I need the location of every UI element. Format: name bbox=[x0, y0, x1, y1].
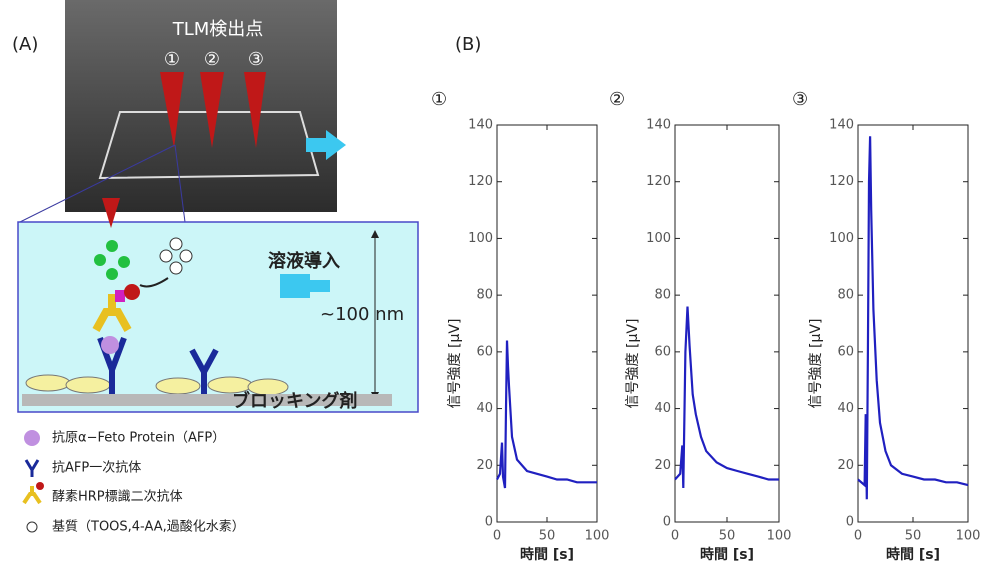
y-tick-label: 120 bbox=[468, 174, 493, 189]
legend-label: 抗原α−Feto Protein（AFP） bbox=[52, 431, 225, 446]
y-tick-label: 0 bbox=[663, 515, 671, 530]
x-tick-label: 0 bbox=[671, 529, 679, 544]
point-label: ③ bbox=[248, 49, 264, 70]
y-tick-label: 140 bbox=[829, 118, 854, 133]
reaction-arrow bbox=[139, 277, 169, 288]
x-tick-label: 100 bbox=[767, 529, 792, 544]
substrate bbox=[159, 249, 173, 263]
panel-label: (B) bbox=[455, 34, 481, 55]
secondary-antibody bbox=[92, 294, 132, 332]
laser bbox=[244, 72, 266, 148]
laser bbox=[200, 72, 224, 148]
height-label: ~100 nm bbox=[320, 304, 404, 325]
point-label: ② bbox=[204, 49, 220, 70]
signal-line bbox=[857, 136, 969, 500]
plot-frame bbox=[674, 124, 780, 523]
product bbox=[106, 240, 118, 252]
chart-title: ③ bbox=[792, 89, 808, 110]
hrp bbox=[124, 284, 140, 300]
x-axis-label: 時間 [s] bbox=[700, 546, 754, 563]
zoom-line bbox=[174, 144, 186, 223]
x-tick-label: 0 bbox=[854, 529, 862, 544]
primary-antibody bbox=[189, 348, 219, 394]
x-tick-label: 100 bbox=[956, 529, 981, 544]
x-tick-label: 0 bbox=[493, 529, 501, 544]
flow-label: 溶液導入 bbox=[268, 250, 340, 272]
x-tick-label: 50 bbox=[719, 529, 736, 544]
y-tick-label: 120 bbox=[829, 174, 854, 189]
y-tick-label: 20 bbox=[654, 458, 671, 473]
y-axis-label: 信号強度 [μV] bbox=[447, 319, 463, 409]
y-tick-label: 40 bbox=[476, 401, 493, 416]
zoom-line bbox=[19, 144, 176, 223]
substrate bbox=[169, 237, 183, 251]
y-tick-label: 140 bbox=[468, 118, 493, 133]
laser bbox=[160, 72, 184, 148]
y-tick-label: 80 bbox=[837, 288, 854, 303]
blocking-agents bbox=[25, 374, 289, 396]
y-tick-label: 120 bbox=[646, 174, 671, 189]
product bbox=[106, 268, 118, 280]
antigen bbox=[101, 336, 119, 354]
point-label: ① bbox=[164, 49, 180, 70]
y-tick-label: 40 bbox=[837, 401, 854, 416]
layer-label: ブロッキング剤 bbox=[232, 390, 357, 412]
y-tick-label: 80 bbox=[476, 288, 493, 303]
y-tick-label: 20 bbox=[476, 458, 493, 473]
y-axis-label: 信号強度 [μV] bbox=[625, 319, 641, 409]
x-axis-label: 時間 [s] bbox=[520, 546, 574, 563]
signal-line bbox=[674, 306, 779, 489]
legend-label: 基質（TOOS,4-AA,過酸化水素） bbox=[52, 520, 245, 535]
y-tick-label: 60 bbox=[837, 344, 854, 359]
y-tick-label: 140 bbox=[646, 118, 671, 133]
y-tick-label: 20 bbox=[837, 458, 854, 473]
x-axis-label: 時間 [s] bbox=[886, 546, 940, 563]
y-axis-label: 信号強度 [μV] bbox=[808, 319, 824, 409]
panel-label: (A) bbox=[12, 34, 38, 55]
substrate bbox=[169, 261, 183, 275]
legend-label: 抗AFP一次抗体 bbox=[52, 460, 141, 476]
x-tick-label: 100 bbox=[585, 529, 610, 544]
y-tick-label: 100 bbox=[468, 231, 493, 246]
y-tick-label: 100 bbox=[829, 231, 854, 246]
hrp-link bbox=[115, 290, 125, 302]
arrow-head bbox=[371, 230, 379, 238]
product bbox=[94, 254, 106, 266]
y-tick-label: 0 bbox=[846, 515, 854, 530]
signal-line bbox=[496, 340, 597, 489]
y-tick-label: 80 bbox=[654, 288, 671, 303]
chart-title: ② bbox=[609, 89, 625, 110]
y-tick-label: 0 bbox=[485, 515, 493, 530]
product bbox=[118, 256, 130, 268]
substrate bbox=[179, 249, 193, 263]
y-tick-label: 40 bbox=[654, 401, 671, 416]
photo-title: TLM検出点 bbox=[172, 19, 264, 40]
legend-icon bbox=[22, 486, 42, 505]
y-tick-label: 60 bbox=[476, 344, 493, 359]
legend-icon bbox=[26, 521, 38, 533]
laser bbox=[102, 198, 120, 228]
plot-frame bbox=[496, 124, 598, 523]
chart-title: ① bbox=[431, 89, 447, 110]
y-tick-label: 100 bbox=[646, 231, 671, 246]
x-tick-label: 50 bbox=[539, 529, 556, 544]
y-tick-label: 60 bbox=[654, 344, 671, 359]
legend-icon bbox=[36, 482, 44, 490]
legend-icon bbox=[24, 459, 40, 477]
flow-arrow bbox=[306, 130, 346, 160]
x-tick-label: 50 bbox=[905, 529, 922, 544]
chip bbox=[98, 111, 320, 180]
flow-arrow bbox=[280, 274, 330, 298]
legend-icon bbox=[24, 430, 40, 446]
substrate-layer bbox=[22, 394, 392, 406]
legend-label: 酵素HRP標識二次抗体 bbox=[52, 489, 183, 505]
